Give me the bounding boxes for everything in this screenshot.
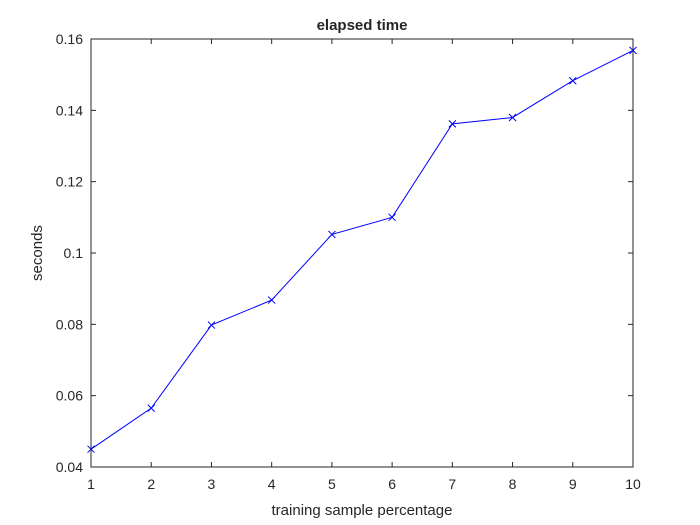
x-tick-label: 8 <box>509 476 517 492</box>
x-tick-label: 1 <box>87 476 95 492</box>
data-point-marker <box>328 230 336 239</box>
series-line <box>90 49 634 450</box>
y-tick-label: 0.12 <box>56 174 83 190</box>
plot-frame <box>90 38 634 468</box>
data-point-marker <box>388 213 396 222</box>
x-tick-label: 2 <box>147 476 155 492</box>
data-point-marker <box>147 404 156 413</box>
y-tick-label: 0.14 <box>56 102 83 118</box>
x-tick-label: 5 <box>328 476 336 492</box>
series-layer <box>87 46 637 454</box>
y-axis-label: seconds <box>29 225 46 281</box>
x-tick-label: 9 <box>569 476 577 492</box>
x-tick-label: 7 <box>448 476 456 492</box>
chart-title: elapsed time <box>317 17 408 34</box>
y-tick-label: 0.16 <box>56 31 83 47</box>
x-axis-label: training sample percentage <box>272 502 453 519</box>
y-tick-label: 0.08 <box>56 316 83 332</box>
x-tick-label: 3 <box>208 476 216 492</box>
x-tick-label: 6 <box>388 476 396 492</box>
plot-area <box>91 39 633 467</box>
data-point-marker <box>508 113 517 122</box>
x-tick-label: 10 <box>625 476 641 492</box>
y-tick-label: 0.04 <box>56 459 83 475</box>
data-point-marker <box>448 120 457 128</box>
data-point-marker <box>568 76 577 85</box>
y-tick-label: 0.1 <box>64 245 84 261</box>
data-point-marker <box>267 296 276 304</box>
data-point-marker <box>207 321 216 329</box>
x-tick-label: 4 <box>268 476 276 492</box>
y-tick-label: 0.06 <box>56 388 83 404</box>
